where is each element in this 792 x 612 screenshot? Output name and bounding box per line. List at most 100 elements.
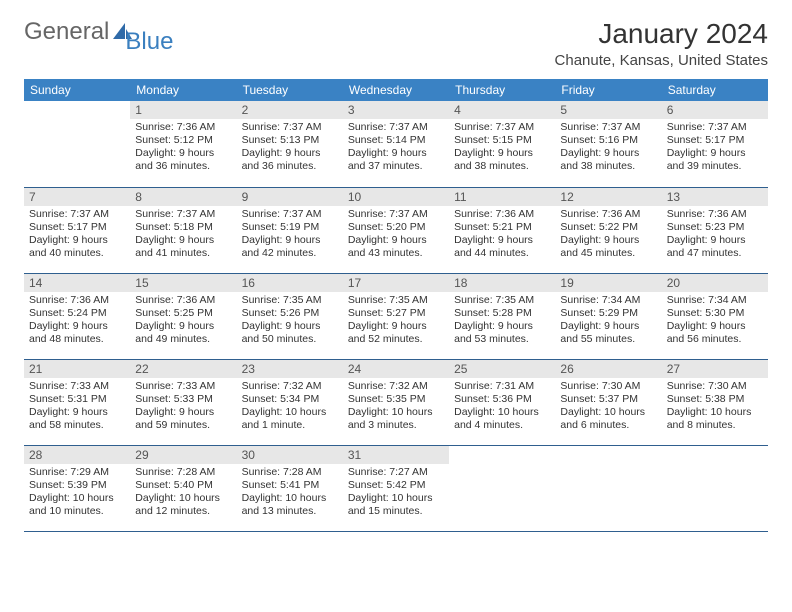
daylight-text: Daylight: 10 hours and 13 minutes. bbox=[242, 492, 338, 518]
weekday-header: Saturday bbox=[662, 79, 768, 101]
day-details: Sunrise: 7:36 AMSunset: 5:21 PMDaylight:… bbox=[449, 206, 555, 265]
sunrise-text: Sunrise: 7:37 AM bbox=[348, 121, 444, 134]
calendar-week-row: 1Sunrise: 7:36 AMSunset: 5:12 PMDaylight… bbox=[24, 101, 768, 187]
day-details: Sunrise: 7:30 AMSunset: 5:38 PMDaylight:… bbox=[662, 378, 768, 437]
day-number: 20 bbox=[662, 274, 768, 292]
daylight-text: Daylight: 9 hours and 59 minutes. bbox=[135, 406, 231, 432]
daylight-text: Daylight: 9 hours and 53 minutes. bbox=[454, 320, 550, 346]
day-details: Sunrise: 7:34 AMSunset: 5:29 PMDaylight:… bbox=[555, 292, 661, 351]
sunrise-text: Sunrise: 7:36 AM bbox=[454, 208, 550, 221]
sunrise-text: Sunrise: 7:34 AM bbox=[667, 294, 763, 307]
weekday-header: Tuesday bbox=[237, 79, 343, 101]
calendar-day-cell: 3Sunrise: 7:37 AMSunset: 5:14 PMDaylight… bbox=[343, 101, 449, 187]
calendar-day-cell: 6Sunrise: 7:37 AMSunset: 5:17 PMDaylight… bbox=[662, 101, 768, 187]
sunset-text: Sunset: 5:13 PM bbox=[242, 134, 338, 147]
calendar-day-cell: 18Sunrise: 7:35 AMSunset: 5:28 PMDayligh… bbox=[449, 273, 555, 359]
day-number: 12 bbox=[555, 188, 661, 206]
day-number bbox=[555, 446, 661, 464]
day-details: Sunrise: 7:36 AMSunset: 5:24 PMDaylight:… bbox=[24, 292, 130, 351]
calendar-empty-cell bbox=[662, 445, 768, 531]
calendar-day-cell: 21Sunrise: 7:33 AMSunset: 5:31 PMDayligh… bbox=[24, 359, 130, 445]
sunrise-text: Sunrise: 7:33 AM bbox=[135, 380, 231, 393]
day-details: Sunrise: 7:37 AMSunset: 5:15 PMDaylight:… bbox=[449, 119, 555, 178]
day-number: 19 bbox=[555, 274, 661, 292]
sunrise-text: Sunrise: 7:35 AM bbox=[242, 294, 338, 307]
daylight-text: Daylight: 9 hours and 49 minutes. bbox=[135, 320, 231, 346]
day-details: Sunrise: 7:35 AMSunset: 5:26 PMDaylight:… bbox=[237, 292, 343, 351]
calendar-day-cell: 4Sunrise: 7:37 AMSunset: 5:15 PMDaylight… bbox=[449, 101, 555, 187]
sunset-text: Sunset: 5:19 PM bbox=[242, 221, 338, 234]
day-number: 27 bbox=[662, 360, 768, 378]
day-number: 11 bbox=[449, 188, 555, 206]
day-number: 18 bbox=[449, 274, 555, 292]
sunrise-text: Sunrise: 7:37 AM bbox=[242, 208, 338, 221]
sunset-text: Sunset: 5:17 PM bbox=[667, 134, 763, 147]
sunrise-text: Sunrise: 7:37 AM bbox=[454, 121, 550, 134]
sunset-text: Sunset: 5:20 PM bbox=[348, 221, 444, 234]
calendar-day-cell: 29Sunrise: 7:28 AMSunset: 5:40 PMDayligh… bbox=[130, 445, 236, 531]
daylight-text: Daylight: 9 hours and 36 minutes. bbox=[135, 147, 231, 173]
sunset-text: Sunset: 5:40 PM bbox=[135, 479, 231, 492]
daylight-text: Daylight: 9 hours and 47 minutes. bbox=[667, 234, 763, 260]
daylight-text: Daylight: 9 hours and 41 minutes. bbox=[135, 234, 231, 260]
day-number: 14 bbox=[24, 274, 130, 292]
day-number: 5 bbox=[555, 101, 661, 119]
day-details: Sunrise: 7:37 AMSunset: 5:17 PMDaylight:… bbox=[24, 206, 130, 265]
day-number: 6 bbox=[662, 101, 768, 119]
sunrise-text: Sunrise: 7:37 AM bbox=[667, 121, 763, 134]
location-text: Chanute, Kansas, United States bbox=[555, 52, 768, 69]
title-block: January 2024 Chanute, Kansas, United Sta… bbox=[555, 18, 768, 69]
sunset-text: Sunset: 5:30 PM bbox=[667, 307, 763, 320]
calendar-empty-cell bbox=[24, 101, 130, 187]
sunrise-text: Sunrise: 7:37 AM bbox=[242, 121, 338, 134]
calendar-day-cell: 31Sunrise: 7:27 AMSunset: 5:42 PMDayligh… bbox=[343, 445, 449, 531]
day-details: Sunrise: 7:37 AMSunset: 5:18 PMDaylight:… bbox=[130, 206, 236, 265]
sunset-text: Sunset: 5:28 PM bbox=[454, 307, 550, 320]
day-number: 1 bbox=[130, 101, 236, 119]
daylight-text: Daylight: 9 hours and 36 minutes. bbox=[242, 147, 338, 173]
calendar-week-row: 21Sunrise: 7:33 AMSunset: 5:31 PMDayligh… bbox=[24, 359, 768, 445]
calendar-day-cell: 26Sunrise: 7:30 AMSunset: 5:37 PMDayligh… bbox=[555, 359, 661, 445]
calendar-week-row: 14Sunrise: 7:36 AMSunset: 5:24 PMDayligh… bbox=[24, 273, 768, 359]
page-root: General Blue January 2024 Chanute, Kansa… bbox=[0, 0, 792, 550]
day-details: Sunrise: 7:37 AMSunset: 5:20 PMDaylight:… bbox=[343, 206, 449, 265]
calendar-day-cell: 8Sunrise: 7:37 AMSunset: 5:18 PMDaylight… bbox=[130, 187, 236, 273]
daylight-text: Daylight: 9 hours and 43 minutes. bbox=[348, 234, 444, 260]
day-details: Sunrise: 7:32 AMSunset: 5:34 PMDaylight:… bbox=[237, 378, 343, 437]
sunset-text: Sunset: 5:36 PM bbox=[454, 393, 550, 406]
daylight-text: Daylight: 10 hours and 4 minutes. bbox=[454, 406, 550, 432]
day-number: 28 bbox=[24, 446, 130, 464]
calendar-day-cell: 22Sunrise: 7:33 AMSunset: 5:33 PMDayligh… bbox=[130, 359, 236, 445]
calendar-day-cell: 5Sunrise: 7:37 AMSunset: 5:16 PMDaylight… bbox=[555, 101, 661, 187]
sunset-text: Sunset: 5:23 PM bbox=[667, 221, 763, 234]
day-number: 26 bbox=[555, 360, 661, 378]
sunrise-text: Sunrise: 7:32 AM bbox=[242, 380, 338, 393]
sunrise-text: Sunrise: 7:28 AM bbox=[135, 466, 231, 479]
day-number: 4 bbox=[449, 101, 555, 119]
daylight-text: Daylight: 9 hours and 50 minutes. bbox=[242, 320, 338, 346]
sunset-text: Sunset: 5:25 PM bbox=[135, 307, 231, 320]
calendar-day-cell: 23Sunrise: 7:32 AMSunset: 5:34 PMDayligh… bbox=[237, 359, 343, 445]
day-number: 10 bbox=[343, 188, 449, 206]
daylight-text: Daylight: 9 hours and 56 minutes. bbox=[667, 320, 763, 346]
calendar-day-cell: 15Sunrise: 7:36 AMSunset: 5:25 PMDayligh… bbox=[130, 273, 236, 359]
sunset-text: Sunset: 5:21 PM bbox=[454, 221, 550, 234]
sunset-text: Sunset: 5:15 PM bbox=[454, 134, 550, 147]
calendar-day-cell: 13Sunrise: 7:36 AMSunset: 5:23 PMDayligh… bbox=[662, 187, 768, 273]
daylight-text: Daylight: 9 hours and 52 minutes. bbox=[348, 320, 444, 346]
calendar-day-cell: 16Sunrise: 7:35 AMSunset: 5:26 PMDayligh… bbox=[237, 273, 343, 359]
calendar-day-cell: 28Sunrise: 7:29 AMSunset: 5:39 PMDayligh… bbox=[24, 445, 130, 531]
calendar-day-cell: 1Sunrise: 7:36 AMSunset: 5:12 PMDaylight… bbox=[130, 101, 236, 187]
weekday-header: Thursday bbox=[449, 79, 555, 101]
day-number: 24 bbox=[343, 360, 449, 378]
weekday-header: Wednesday bbox=[343, 79, 449, 101]
day-number: 29 bbox=[130, 446, 236, 464]
calendar-body: 1Sunrise: 7:36 AMSunset: 5:12 PMDaylight… bbox=[24, 101, 768, 531]
daylight-text: Daylight: 9 hours and 48 minutes. bbox=[29, 320, 125, 346]
sunrise-text: Sunrise: 7:30 AM bbox=[560, 380, 656, 393]
day-number: 13 bbox=[662, 188, 768, 206]
sunset-text: Sunset: 5:16 PM bbox=[560, 134, 656, 147]
sunrise-text: Sunrise: 7:37 AM bbox=[29, 208, 125, 221]
day-number: 7 bbox=[24, 188, 130, 206]
calendar-day-cell: 24Sunrise: 7:32 AMSunset: 5:35 PMDayligh… bbox=[343, 359, 449, 445]
